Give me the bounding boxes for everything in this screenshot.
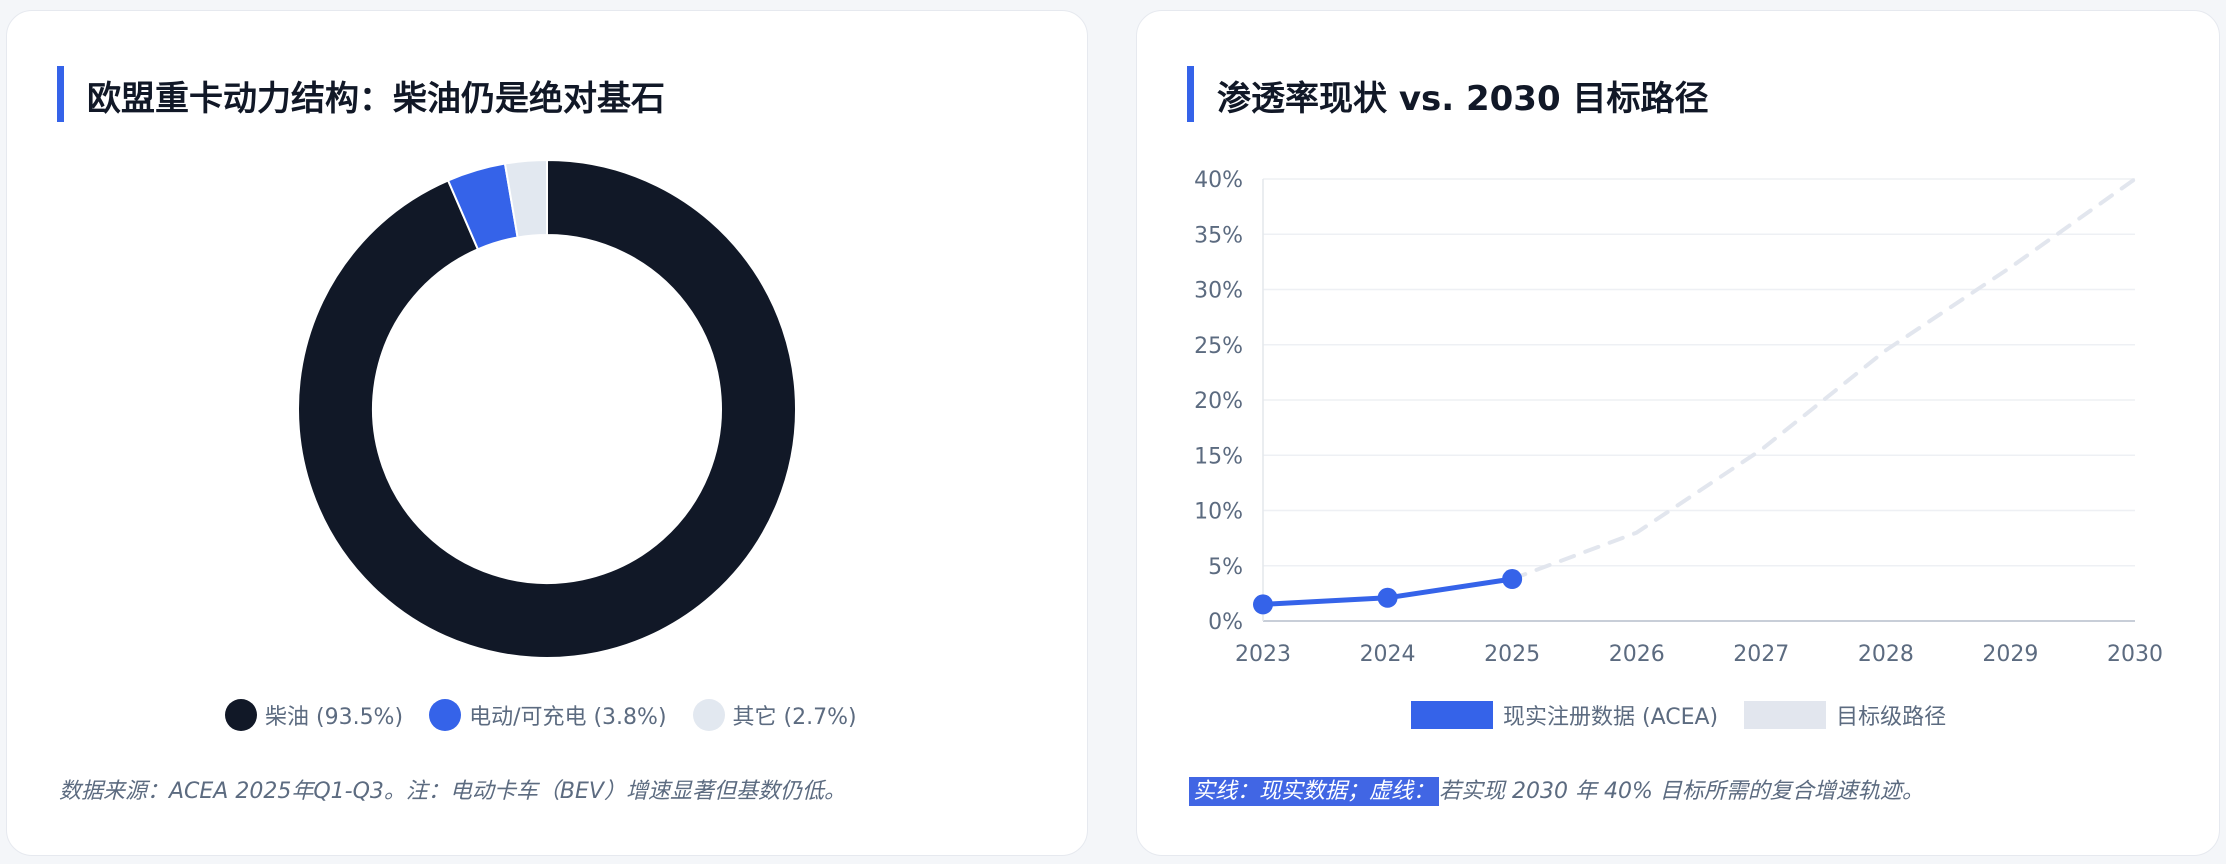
card-title-text: 渗透率现状 vs. 2030 目标路径 xyxy=(1217,78,1709,119)
legend-item[interactable]: 电动/可充电 (3.8%) xyxy=(429,699,667,731)
legend-label: 目标级路径 xyxy=(1836,705,1947,730)
line-legend: 现实注册数据 (ACEA) 目标级路径 xyxy=(1411,695,1972,735)
y-tick-label: 40% xyxy=(1194,168,1243,193)
y-tick-label: 10% xyxy=(1194,500,1243,525)
legend-label: 电动/可充电 (3.8%) xyxy=(469,705,667,730)
legend-label: 柴油 (93.5%) xyxy=(265,705,404,730)
legend-item[interactable]: 目标级路径 xyxy=(1744,699,1946,731)
legend-item[interactable]: 其它 (2.7%) xyxy=(692,699,857,731)
footnote-highlight: 实线：现实数据；虚线： xyxy=(1189,777,1440,806)
data-point[interactable] xyxy=(1377,587,1398,608)
line-chart: 0% 5% 10% 15% 20% 25% 30% 35% 40% 2023 2024 2025 202… xyxy=(1194,168,2163,667)
x-tick-label: 2027 xyxy=(1733,642,1789,667)
y-tick-label: 30% xyxy=(1194,279,1243,304)
legend-swatch xyxy=(1744,701,1827,729)
y-tick-label: 25% xyxy=(1194,334,1243,359)
y-tick-label: 5% xyxy=(1208,555,1243,580)
legend-swatch xyxy=(1411,701,1493,729)
donut-legend: 柴油 (93.5%) 电动/可充电 (3.8%) 其它 (2.7%) xyxy=(225,695,883,735)
y-tick-label: 0% xyxy=(1208,610,1243,635)
card-title: 渗透率现状 vs. 2030 目标路径 xyxy=(1189,67,1708,123)
donut-slice xyxy=(297,158,797,659)
y-tick-label: 20% xyxy=(1194,389,1243,414)
donut-chart xyxy=(297,158,797,659)
card-title-text: 欧盟重卡动力结构：柴油仍是绝对基石 xyxy=(87,78,665,119)
legend-item[interactable]: 现实注册数据 (ACEA) xyxy=(1411,699,1718,731)
card-powertrain-structure: 欧盟重卡动力结构：柴油仍是绝对基石 柴油 (93.5%) 电动/可充电 (3.8%… xyxy=(6,10,1088,856)
legend-label: 其它 (2.7%) xyxy=(732,705,857,730)
donut-slice xyxy=(503,158,548,239)
legend-label: 现实注册数据 (ACEA) xyxy=(1503,705,1719,730)
legend-dot xyxy=(692,699,725,731)
footnote: 数据来源：ACEA 2025年Q1-Q3。注：电动卡车（BEV）增速显著但基数仍… xyxy=(59,779,846,804)
legend-dot xyxy=(429,699,462,731)
data-point[interactable] xyxy=(1253,594,1273,615)
card-penetration-path: 渗透率现状 vs. 2030 目标路径 0% 5% 10% 15% 20% 25% 30% 3… xyxy=(1136,10,2220,856)
legend-item[interactable]: 柴油 (93.5%) xyxy=(225,699,403,731)
x-tick-label: 2026 xyxy=(1609,642,1665,667)
x-tick-label: 2029 xyxy=(1982,642,2038,667)
title-accent-bar xyxy=(1187,66,1194,122)
card-title: 欧盟重卡动力结构：柴油仍是绝对基石 xyxy=(59,67,665,123)
title-accent-bar xyxy=(57,66,64,122)
y-tick-label: 35% xyxy=(1194,223,1243,248)
data-point[interactable] xyxy=(1502,569,1523,590)
x-tick-label: 2023 xyxy=(1235,642,1291,667)
y-tick-label: 15% xyxy=(1194,444,1243,469)
legend-dot xyxy=(225,699,257,731)
series-line xyxy=(1510,177,2137,582)
footnote-rest: 若实现 2030 年 40% 目标所需的复合增速轨迹。 xyxy=(1439,779,1924,804)
x-tick-label: 2025 xyxy=(1484,642,1540,667)
x-tick-label: 2030 xyxy=(2107,642,2163,667)
x-tick-label: 2024 xyxy=(1360,642,1416,667)
x-tick-label: 2028 xyxy=(1858,642,1914,667)
footnote: 实线：现实数据；虚线： 若实现 2030 年 40% 目标所需的复合增速轨迹。 xyxy=(1189,773,1924,806)
